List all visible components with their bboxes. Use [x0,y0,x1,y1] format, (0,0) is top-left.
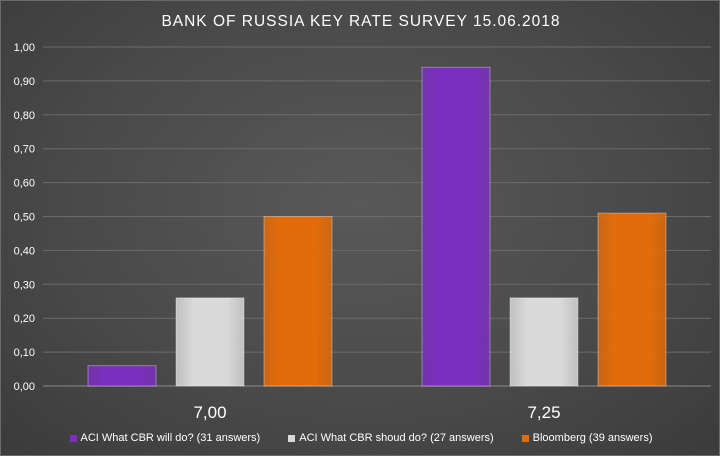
legend-item: Bloomberg (39 answers) [521,431,653,445]
chart-title: BANK OF RUSSIA KEY RATE SURVEY 15.06.201… [161,13,561,30]
x-category-label: 7,25 [527,403,560,422]
y-tick-label: 0,20 [14,313,35,325]
legend-swatch [288,434,296,442]
legend-item: ACI What CBR shoud do? (27 answers) [288,431,494,445]
y-tick-label: 0,50 [14,212,35,224]
y-tick-label: 0,00 [14,381,35,393]
y-tick-label: 0,40 [14,245,35,257]
bar [421,66,491,387]
bar [597,212,667,387]
legend-label: Bloomberg (39 answers) [532,432,653,444]
y-tick-label: 0,30 [14,279,35,291]
legend-swatch [521,434,529,442]
y-tick-label: 1,00 [14,42,35,54]
bar [263,216,333,387]
legend-item: ACI What CBR will do? (31 answers) [69,431,261,445]
legend-label: ACI What CBR will do? (31 answers) [80,432,261,444]
legend-swatch [69,434,77,442]
bar [509,297,579,387]
y-tick-label: 0,70 [14,144,35,156]
y-tick-label: 0,90 [14,76,35,88]
bar [87,365,157,387]
legend-label: ACI What CBR shoud do? (27 answers) [299,432,494,444]
y-tick-label: 0,60 [14,178,35,190]
bar [175,297,245,387]
y-tick-label: 0,10 [14,347,35,359]
x-category-label: 7,00 [193,403,226,422]
y-tick-label: 0,80 [14,110,35,122]
chart-legend: ACI What CBR will do? (31 answers) ACI Wh… [1,431,720,445]
